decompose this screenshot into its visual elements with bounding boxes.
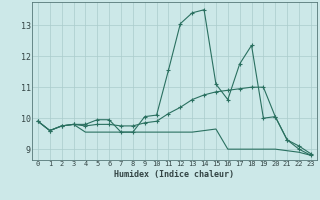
- X-axis label: Humidex (Indice chaleur): Humidex (Indice chaleur): [115, 170, 234, 179]
